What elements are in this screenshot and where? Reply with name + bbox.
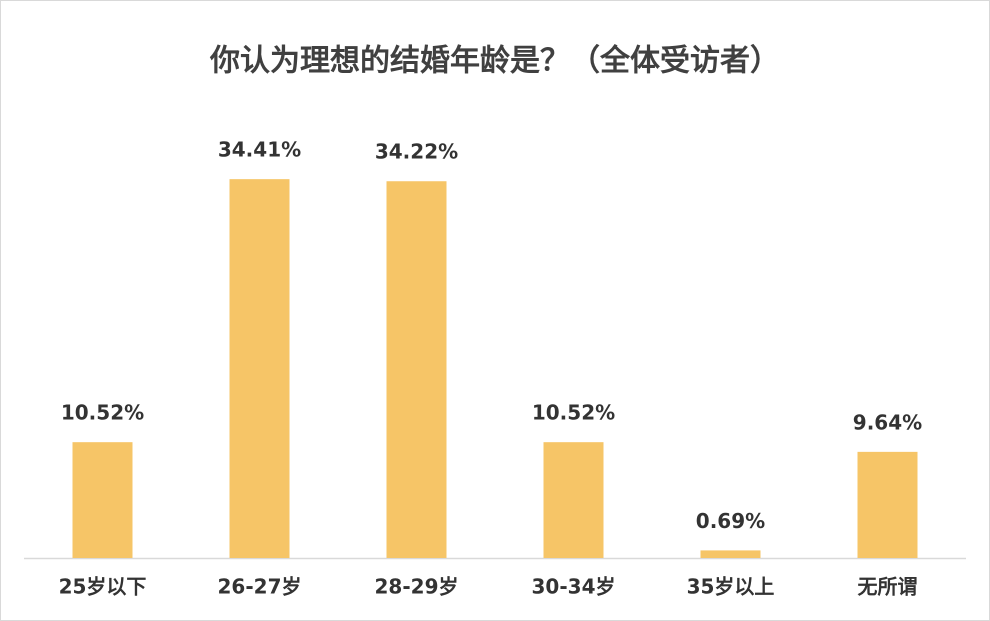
- bar: [543, 442, 604, 558]
- value-label: 9.64%: [853, 410, 922, 434]
- bar: [857, 451, 918, 558]
- value-label: 0.69%: [696, 509, 765, 533]
- value-label: 34.22%: [375, 140, 458, 164]
- x-tick-label: 26-27岁: [218, 575, 302, 599]
- bar: [700, 550, 761, 558]
- x-tick-label: 35岁以上: [687, 575, 775, 599]
- bar: [229, 179, 290, 558]
- x-tick-label: 25岁以下: [59, 575, 147, 599]
- x-tick-label: 30-34岁: [532, 575, 616, 599]
- value-label: 10.52%: [532, 401, 615, 425]
- bar: [72, 442, 133, 558]
- value-label: 10.52%: [61, 401, 144, 425]
- x-tick-label: 无所谓: [858, 575, 918, 599]
- bar: [386, 181, 447, 558]
- chart-title: 你认为理想的结婚年龄是？（全体受访者）: [209, 44, 780, 79]
- x-tick-label: 28-29岁: [375, 575, 459, 599]
- value-label: 34.41%: [218, 138, 301, 162]
